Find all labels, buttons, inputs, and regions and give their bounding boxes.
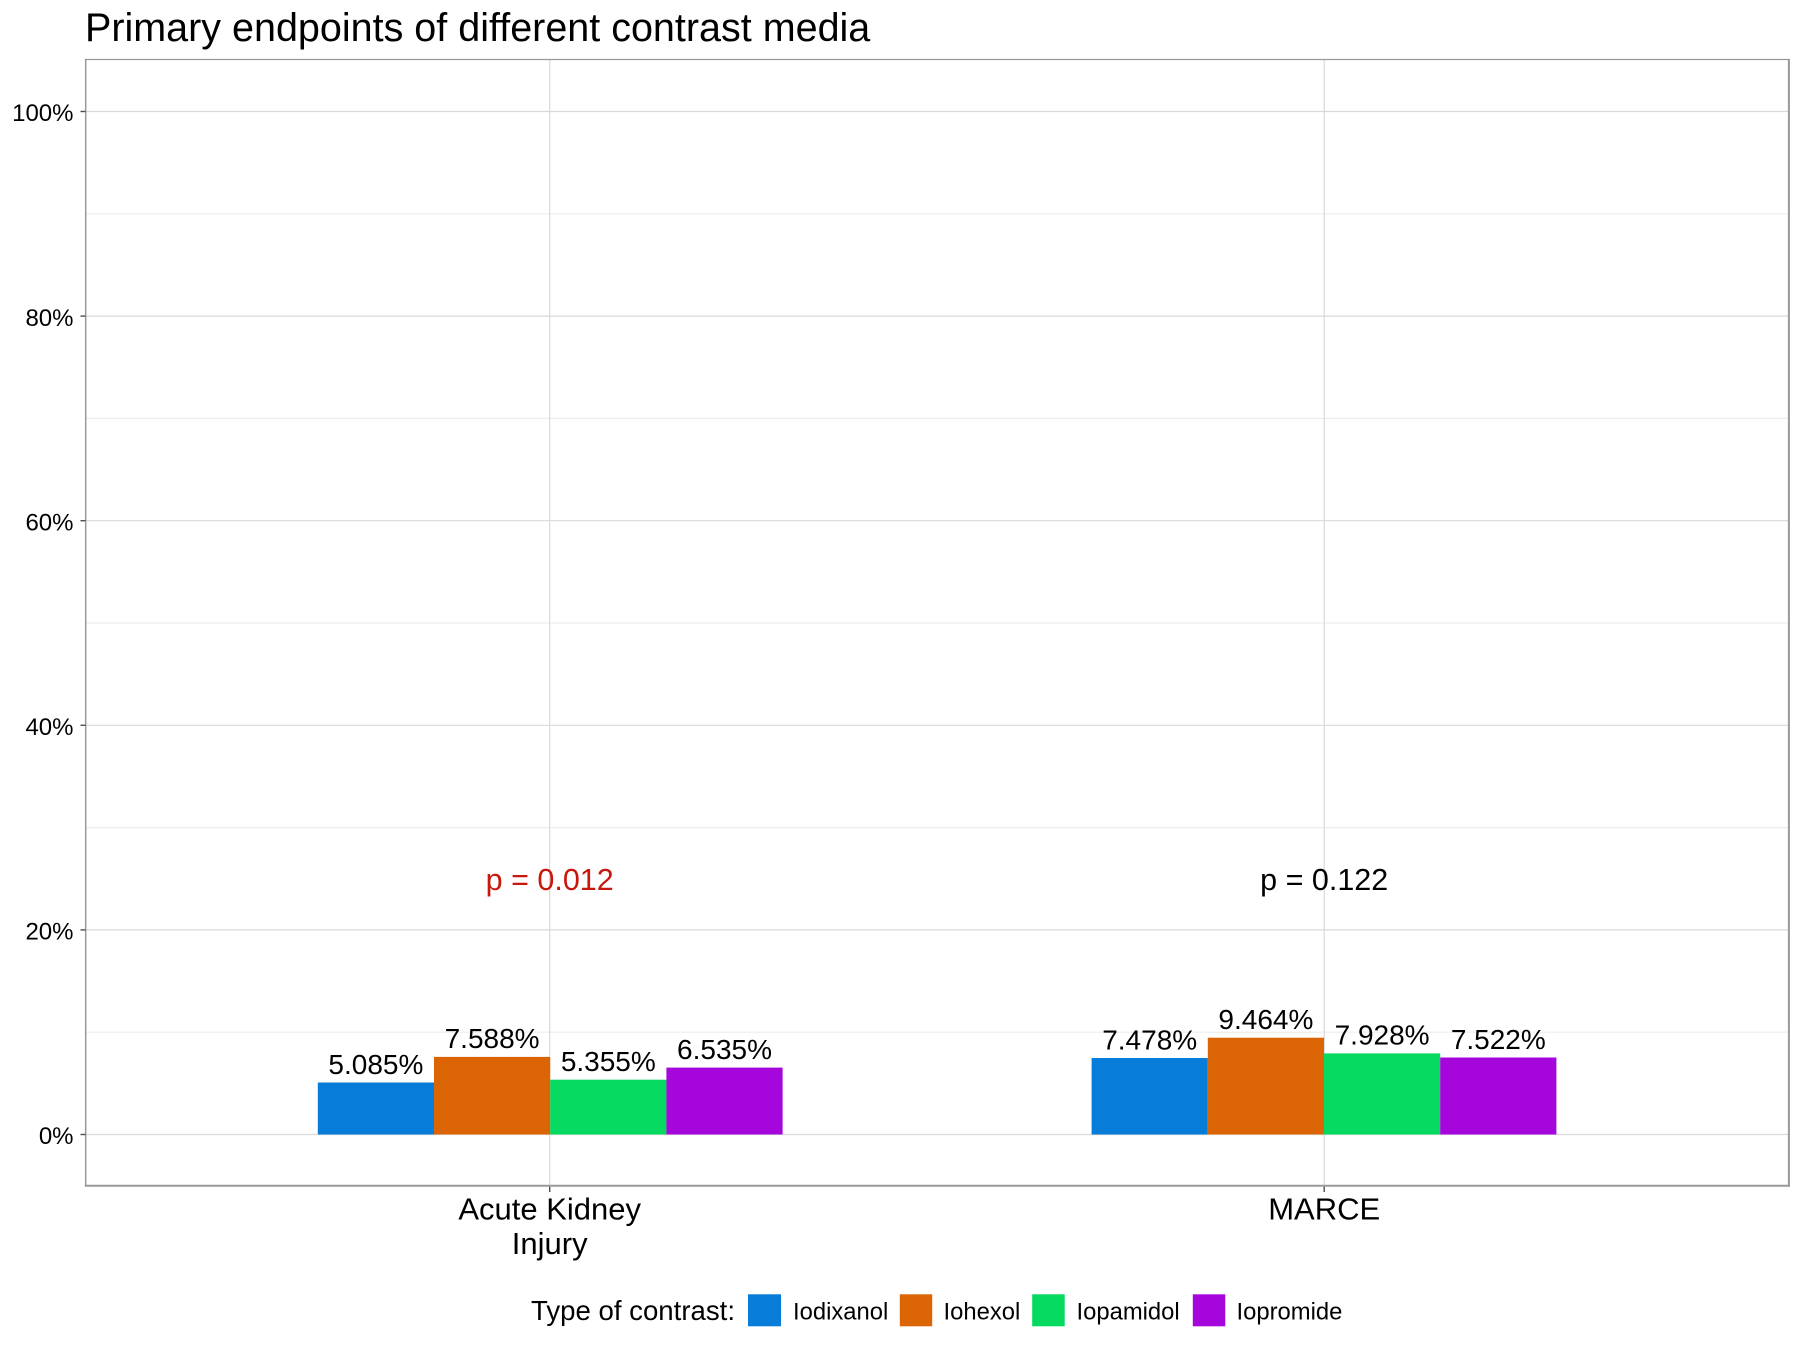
svg-text:7.478%: 7.478% <box>1102 1024 1197 1055</box>
svg-text:20%: 20% <box>25 919 73 946</box>
svg-text:9.464%: 9.464% <box>1218 1004 1313 1035</box>
svg-text:Iodixanol: Iodixanol <box>793 1299 888 1326</box>
svg-text:Iopromide: Iopromide <box>1237 1299 1343 1326</box>
svg-text:Injury: Injury <box>512 1226 588 1261</box>
svg-text:60%: 60% <box>25 509 73 536</box>
svg-text:6.535%: 6.535% <box>677 1034 772 1065</box>
svg-text:0%: 0% <box>39 1123 74 1150</box>
svg-text:100%: 100% <box>12 100 73 127</box>
svg-text:80%: 80% <box>25 305 73 332</box>
svg-text:5.085%: 5.085% <box>328 1049 423 1080</box>
svg-text:p = 0.122: p = 0.122 <box>1260 863 1388 897</box>
svg-text:40%: 40% <box>25 714 73 741</box>
svg-text:p = 0.012: p = 0.012 <box>486 863 614 897</box>
svg-text:Primary endpoints of different: Primary endpoints of different contrast … <box>85 6 870 50</box>
svg-text:Type of contrast:: Type of contrast: <box>531 1295 735 1326</box>
svg-text:5.355%: 5.355% <box>561 1046 656 1077</box>
svg-text:MARCE: MARCE <box>1268 1192 1380 1227</box>
svg-text:7.522%: 7.522% <box>1451 1024 1546 1055</box>
svg-text:Iopamidol: Iopamidol <box>1077 1299 1180 1326</box>
svg-text:7.928%: 7.928% <box>1335 1020 1430 1051</box>
svg-text:Acute Kidney: Acute Kidney <box>458 1192 641 1227</box>
svg-text:7.588%: 7.588% <box>445 1023 540 1054</box>
svg-text:Iohexol: Iohexol <box>944 1299 1021 1326</box>
